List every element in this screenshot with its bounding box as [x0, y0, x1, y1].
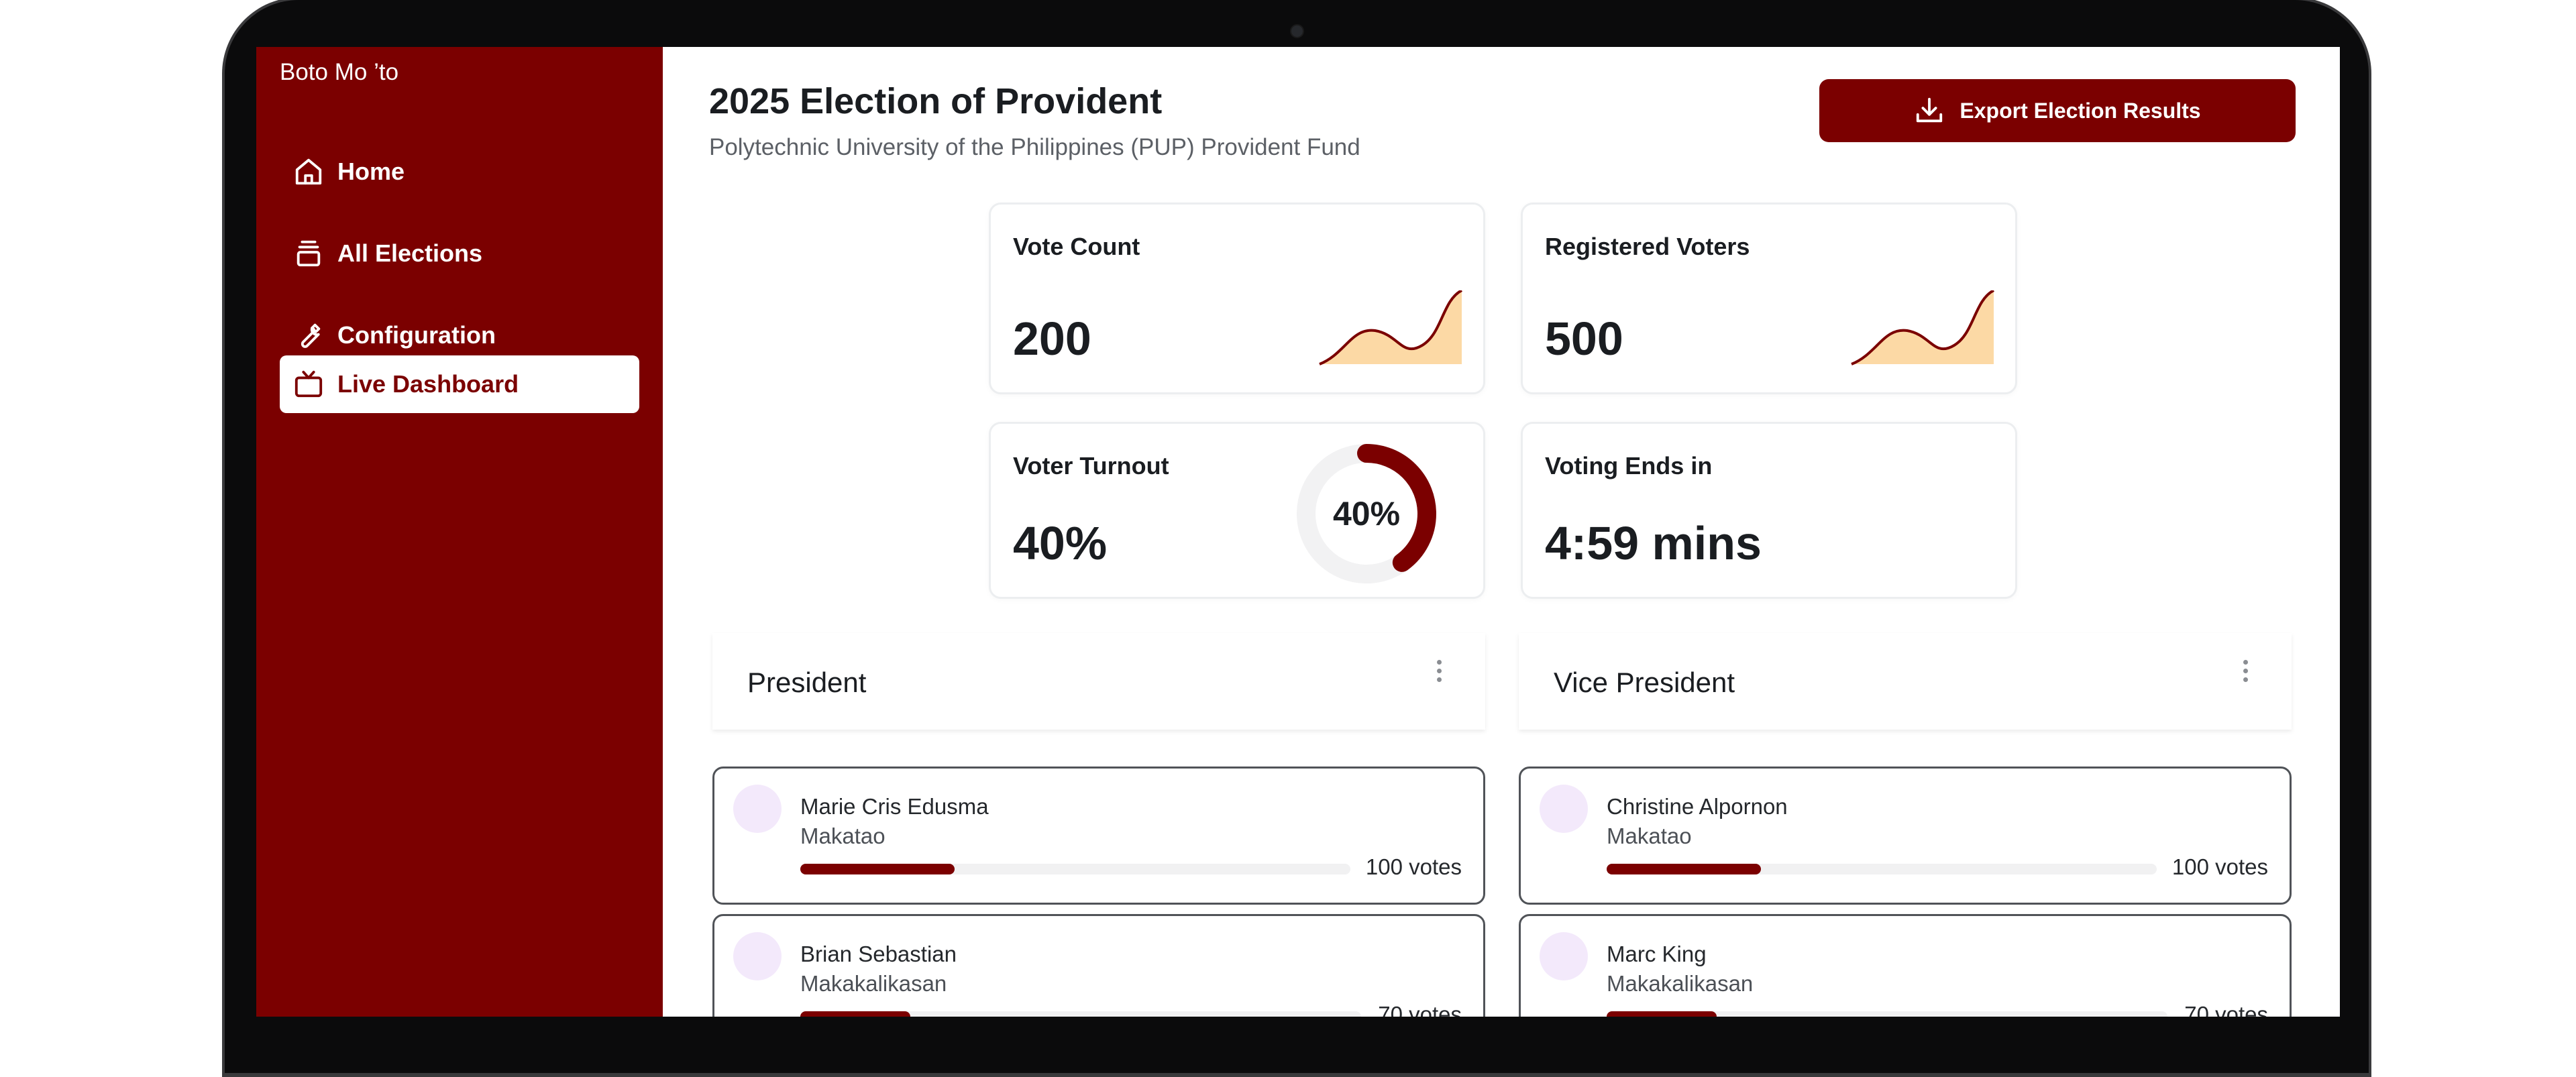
vote-progress-fill [800, 864, 955, 874]
camera-icon [1290, 24, 1304, 38]
card-label: Voting Ends in [1545, 452, 1713, 479]
more-options-icon[interactable] [1437, 660, 1445, 687]
sidebar-item-home[interactable]: Home [280, 143, 639, 201]
section-title: President [747, 667, 867, 698]
card-label: Registered Voters [1545, 233, 1750, 260]
candidate-name: Christine Alpornon [1607, 794, 1788, 819]
candidate-card[interactable]: Marie Cris Edusma Makatao 100 votes [712, 767, 1485, 905]
sidebar-item-live-dashboard[interactable]: Live Dashboard [280, 355, 639, 413]
section-title: Vice President [1554, 667, 1735, 698]
turnout-donut-arc [1297, 444, 1436, 583]
vote-count-sparkline [1319, 290, 1463, 365]
tv-icon [294, 370, 323, 398]
voting-ends-card: Voting Ends in 4:59 mins [1521, 422, 2017, 599]
candidate-votes: 70 votes [2184, 1002, 2268, 1017]
avatar [733, 785, 782, 833]
card-value: 40% [1013, 517, 1108, 569]
sidebar: Boto Mo ’to Home All Elections Configura… [256, 47, 663, 1017]
avatar [1540, 785, 1588, 833]
voter-turnout-card: Voter Turnout 40% 40% [989, 422, 1485, 599]
export-results-button[interactable]: Export Election Results [1819, 79, 2296, 142]
stack-icon [297, 240, 321, 267]
candidate-name: Marie Cris Edusma [800, 794, 989, 819]
sidebar-item-all-elections[interactable]: All Elections [280, 225, 639, 282]
more-options-icon[interactable] [2243, 660, 2251, 687]
vote-progress-track [1607, 1011, 2167, 1017]
card-label: Voter Turnout [1013, 452, 1169, 479]
candidate-card[interactable]: Christine Alpornon Makatao 100 votes [1519, 767, 2292, 905]
page-subtitle: Polytechnic University of the Philippine… [709, 134, 1360, 160]
turnout-donut-label: 40% [1332, 495, 1401, 532]
candidate-name: Marc King [1607, 942, 1707, 966]
vote-count-card: Vote Count 200 [989, 203, 1485, 394]
avatar [733, 932, 782, 980]
vote-progress-fill [1607, 864, 1761, 874]
page-title: 2025 Election of Provident [709, 81, 1163, 121]
home-icon [295, 158, 322, 185]
sidebar-item-label: Configuration [337, 321, 496, 349]
registered-voters-card: Registered Voters 500 [1521, 203, 2017, 394]
turnout-donut [1297, 444, 1436, 583]
app-brand: Boto Mo ’to [280, 59, 399, 85]
candidate-card[interactable]: Marc King Makakalikasan 70 votes [1519, 914, 2292, 1017]
candidate-name: Brian Sebastian [800, 942, 957, 966]
vote-progress-fill [800, 1011, 910, 1017]
avatar [1540, 932, 1588, 980]
download-icon [1917, 97, 1943, 123]
vote-progress-track [800, 1011, 1361, 1017]
vote-progress-track [800, 864, 1350, 874]
candidate-party: Makatao [1607, 824, 1692, 848]
sidebar-item-label: All Elections [337, 239, 483, 267]
vice-president-section-header: Vice President [1519, 633, 2292, 730]
sidebar-item-configuration[interactable]: Configuration [280, 306, 639, 364]
app-screen: Boto Mo ’to Home All Elections Configura… [256, 47, 2340, 1017]
card-label: Vote Count [1013, 233, 1140, 260]
vote-progress-track [1607, 864, 2157, 874]
card-value: 4:59 mins [1545, 517, 1762, 569]
registered-voters-sparkline [1851, 290, 1995, 365]
candidate-votes: 100 votes [2171, 854, 2268, 879]
export-button-label: Export Election Results [1960, 98, 2201, 123]
sidebar-item-label: Live Dashboard [337, 370, 519, 398]
president-section-header: President [712, 633, 1485, 730]
card-value: 200 [1013, 313, 1091, 365]
wrench-icon [301, 323, 321, 348]
candidate-card[interactable]: Brian Sebastian Makakalikasan 70 votes [712, 914, 1485, 1017]
sidebar-item-label: Home [337, 158, 405, 185]
card-value: 500 [1545, 313, 1623, 365]
candidate-votes: 100 votes [1365, 854, 1462, 879]
candidate-votes: 70 votes [1378, 1002, 1462, 1017]
vote-progress-fill [1607, 1011, 1717, 1017]
candidate-party: Makatao [800, 824, 885, 848]
candidate-party: Makakalikasan [800, 971, 947, 996]
candidate-party: Makakalikasan [1607, 971, 1754, 996]
